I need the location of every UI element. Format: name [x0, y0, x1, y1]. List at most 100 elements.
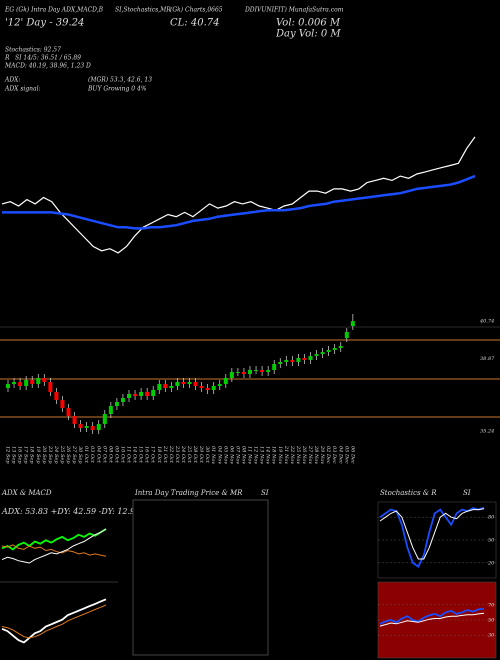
candle-body	[248, 370, 252, 374]
y-tick-label: 80	[488, 515, 495, 521]
header-text: DDIVUNIFIT) MunafaSutra.com	[244, 7, 344, 14]
x-tick-label: 30 Sep	[77, 446, 83, 464]
candle-body	[36, 378, 41, 384]
x-tick-label: 18 Sep	[29, 446, 35, 464]
candle-body	[314, 354, 319, 356]
candle-body	[145, 392, 150, 396]
header-text: Day Vol: 0 M	[275, 29, 341, 40]
x-tick-label: 05 Nov	[222, 446, 228, 464]
candle-body	[84, 426, 89, 428]
candle-body	[96, 424, 101, 430]
y-tick-label: 50	[488, 538, 495, 544]
candle-body	[254, 370, 259, 371]
candle-body	[278, 362, 283, 364]
x-tick-label: 22 Nov	[289, 445, 295, 464]
x-tick-label: 20 Sep	[41, 445, 47, 464]
header-text: ADX:	[4, 77, 20, 84]
header-text: SI 14/5: 36.51 / 65.89	[15, 55, 81, 62]
x-tick-label: 24 Oct	[180, 445, 186, 464]
candle-body	[18, 382, 23, 386]
y-tick-label: 20	[487, 560, 495, 566]
candle-body	[241, 372, 246, 374]
x-tick-label: 25 Oct	[186, 445, 192, 464]
x-tick-label: 12 Sep	[5, 446, 11, 464]
candle-body	[120, 398, 125, 402]
y-tick-label: 38.87	[480, 356, 495, 362]
x-tick-label: 21 Nov	[283, 445, 289, 464]
indicator-line	[1, 604, 107, 639]
header-text: (Gk) Charts,0665	[170, 7, 223, 14]
x-tick-label: 06 Dec	[349, 446, 355, 464]
candle-body	[199, 386, 204, 388]
candle-body	[24, 380, 29, 386]
price-line	[1, 136, 476, 254]
candle-body	[169, 386, 174, 388]
x-tick-label: 18 Oct	[156, 446, 162, 464]
y-tick-label: 70	[488, 602, 495, 608]
x-tick-label: 08 Nov	[240, 446, 246, 464]
x-tick-label: 28 Nov	[313, 445, 319, 464]
header-text: ADX signal:	[4, 86, 41, 93]
panel-title: ADX & MACD	[1, 489, 52, 497]
x-tick-label: 11 Oct	[126, 446, 132, 464]
candle-body	[211, 386, 216, 390]
candle-body	[151, 390, 156, 396]
x-tick-label: 04 Nov	[216, 446, 222, 464]
x-tick-label: 24 Sep	[53, 445, 59, 464]
candle-body	[187, 382, 192, 384]
candle-body	[157, 384, 162, 390]
candle-body	[332, 348, 337, 350]
x-tick-label: 08 Oct	[107, 446, 113, 464]
indicator-line	[379, 506, 485, 568]
x-tick-label: 25 Nov	[295, 445, 301, 464]
x-tick-label: 13 Nov	[259, 446, 265, 464]
candle-body	[217, 384, 222, 386]
candle-body	[284, 360, 289, 362]
indicator-line	[1, 528, 107, 564]
header-text: MACD: 40.19, 38.96, 1.23 D	[4, 63, 91, 70]
x-tick-label: 27 Sep	[71, 445, 77, 464]
candle-body	[48, 382, 53, 392]
y-tick-label: 40.74	[479, 319, 494, 325]
candle-body	[42, 378, 47, 382]
panel-frame	[132, 499, 269, 656]
x-tick-label: 16 Sep	[17, 446, 23, 464]
candle-body	[260, 370, 265, 372]
candle-body	[175, 382, 180, 386]
candle-body	[223, 378, 228, 384]
x-tick-label: 11 Nov	[247, 446, 253, 464]
x-tick-label: 16 Oct	[144, 446, 150, 464]
x-tick-label: 09 Oct	[113, 446, 119, 464]
x-tick-label: 23 Sep	[47, 445, 53, 464]
x-tick-label: 01 Nov	[210, 446, 216, 464]
x-tick-label: 04 Oct	[95, 446, 101, 464]
candle-body	[296, 358, 301, 362]
indicator-line	[379, 508, 485, 560]
header-text: '12' Day - 39.24	[5, 18, 84, 29]
header-text: SI,Stochastics,MR	[115, 7, 171, 14]
x-tick-label: 23 Oct	[174, 445, 180, 464]
x-tick-label: 19 Nov	[277, 446, 283, 464]
candle-body	[320, 352, 325, 354]
candle-body	[133, 394, 138, 396]
x-tick-label: 21 Oct	[162, 445, 168, 464]
header-text: (MGR) 53.3, 42.6, 13	[88, 77, 152, 84]
x-tick-label: 28 Oct	[192, 445, 198, 464]
x-tick-label: 03 Dec	[331, 446, 337, 464]
candle-body	[290, 360, 295, 362]
y-tick-label: 30	[488, 633, 495, 639]
candle-body	[302, 358, 307, 360]
x-tick-label: 14 Oct	[132, 446, 138, 464]
header-text: Vol: 0.006 M	[276, 18, 341, 29]
header-text: EG (Gk) Intra Day ADX,MACD,B	[4, 7, 104, 14]
panel-background	[377, 581, 497, 659]
x-tick-label: 19 Sep	[35, 446, 41, 464]
candle-body	[338, 346, 343, 348]
candle-body	[326, 350, 331, 352]
x-tick-label: 17 Sep	[23, 446, 29, 464]
x-tick-label: 13 Sep	[11, 446, 17, 464]
candle-body	[108, 406, 113, 414]
candle-body	[72, 416, 77, 424]
indicator-line	[1, 544, 107, 557]
